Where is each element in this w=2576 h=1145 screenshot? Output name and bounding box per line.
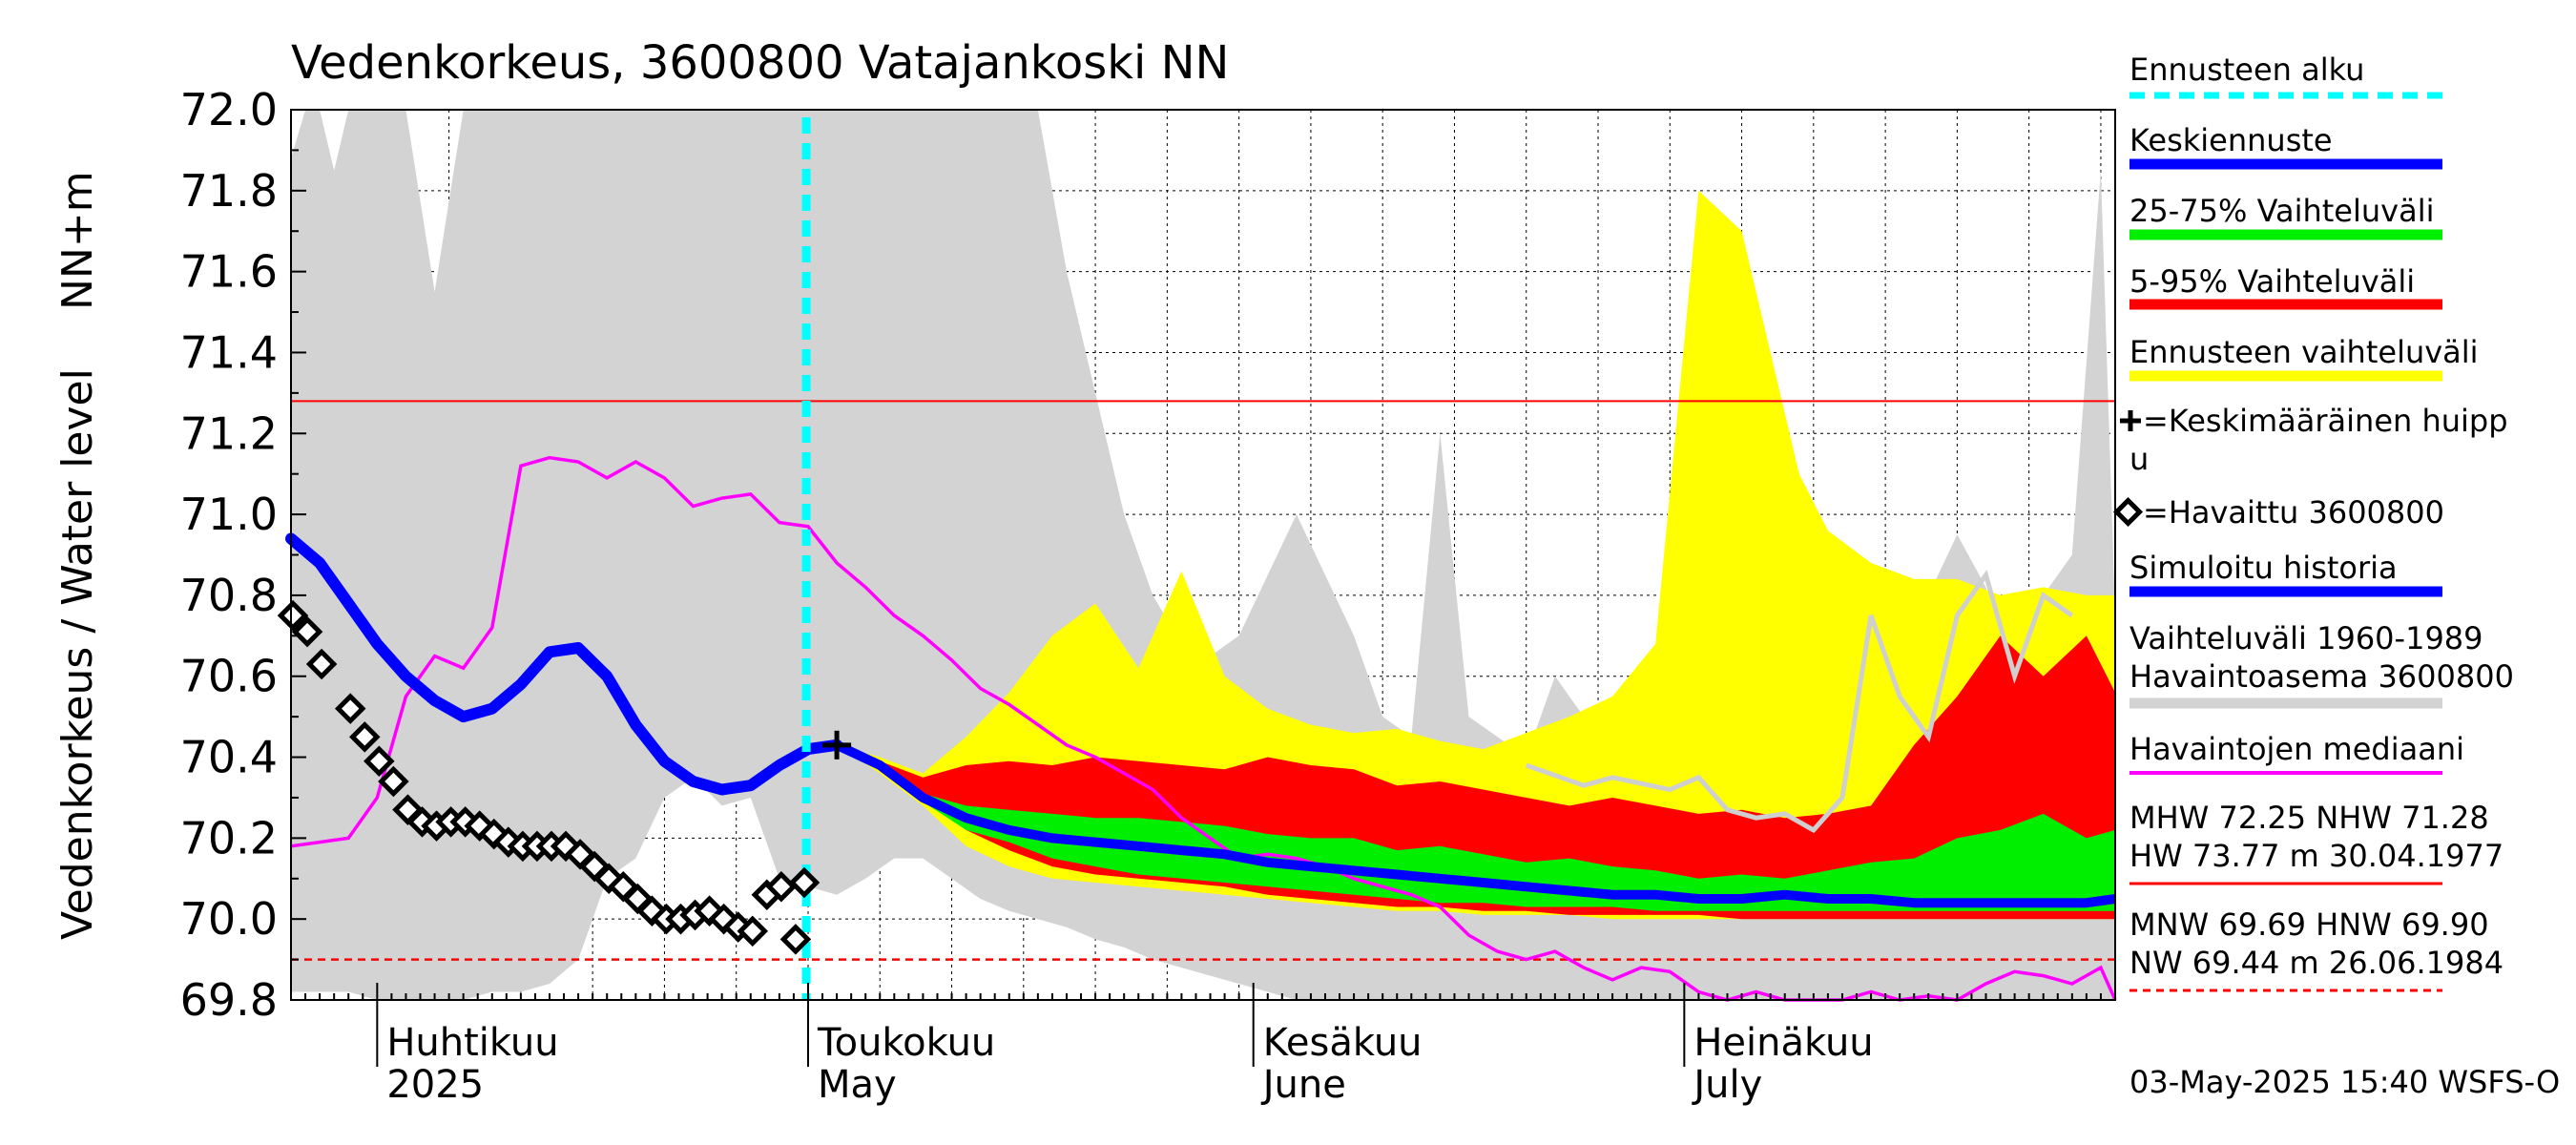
simulated-history-line [285, 532, 843, 796]
y-axis-unit: NN+m [53, 171, 102, 310]
legend-forecast-start: Ennusteen alku [2129, 52, 2364, 88]
legend-stats-mnw: MNW 69.69 HNW 69.90 [2129, 906, 2489, 943]
y-tick-label: 70.4 [180, 732, 278, 783]
y-tick-label: 70.2 [180, 812, 278, 864]
y-tick-label: 71.4 [180, 326, 278, 378]
observed-point [305, 648, 338, 680]
legend: Ennusteen alku Keskiennuste 25-75% Vaiht… [2112, 52, 2514, 992]
legend-stats-hw: HW 73.77 m 30.04.1977 [2129, 838, 2503, 874]
y-axis-label: Vedenkorkeus / Water level [53, 368, 102, 940]
observed-point [378, 765, 409, 798]
month-label-en: June [1260, 1063, 1346, 1107]
observed-point [277, 599, 309, 632]
legend-hist-station: Havaintoasema 3600800 [2129, 658, 2514, 695]
observed-point [788, 866, 821, 899]
y-tick-label: 70.8 [180, 570, 278, 621]
month-label-fi: Kesäkuu [1263, 1021, 1423, 1065]
y-tick-label: 71.0 [180, 489, 278, 540]
legend-simulated: Simuloitu historia [2129, 550, 2398, 586]
y-tick-label: 69.8 [180, 974, 278, 1026]
observed-point [349, 721, 381, 753]
y-tick-label: 71.2 [180, 407, 278, 459]
month-label-fi: Toukokuu [817, 1021, 995, 1065]
y-tick-label: 71.6 [180, 246, 278, 298]
observed-point [291, 615, 323, 648]
legend-observed: =Havaittu 3600800 [2143, 494, 2444, 531]
legend-band-25-75: 25-75% Vaihteluväli [2129, 193, 2434, 229]
legend-forecast-band: Ennusteen vaihteluväli [2129, 334, 2479, 370]
axes-layer [290, 109, 2116, 1067]
y-tick-label: 70.0 [180, 893, 278, 945]
observed-point [765, 870, 798, 903]
legend-median: Havaintojen mediaani [2129, 731, 2464, 767]
series-lines-layer [277, 117, 2117, 1002]
y-tick-label: 71.8 [180, 165, 278, 217]
legend-hist-range: Vaihteluväli 1960-1989 [2129, 620, 2483, 656]
observed-point [334, 693, 366, 724]
legend-observed-marker [2112, 496, 2144, 528]
observed-point [364, 745, 395, 778]
legend-mean-peak: =Keskimääräinen huipp [2143, 403, 2508, 439]
mean-forecast-line [834, 740, 2116, 908]
legend-mean-peak-marker [2120, 410, 2141, 431]
forecast-range-band [837, 190, 2115, 920]
month-label-fi: Huhtikuu [386, 1021, 558, 1065]
legend-mean-peak-cont: u [2129, 441, 2149, 477]
observed-point [779, 924, 812, 955]
y-tick-labels: 69.8 70.0 70.2 70.4 70.6 70.8 71.0 71.2 71.4 71.6… [180, 84, 278, 1026]
legend-stats-nw: NW 69.44 m 26.06.1984 [2129, 945, 2503, 981]
legend-band-5-95: 5-95% Vaihteluväli [2129, 263, 2415, 300]
legend-mean-forecast: Keskiennuste [2129, 122, 2333, 158]
month-label-en: May [818, 1063, 897, 1107]
legend-stats-mhw: MHW 72.25 NHW 71.28 [2129, 800, 2489, 836]
month-label-fi: Heinäkuu [1693, 1021, 1873, 1065]
month-label-en: July [1691, 1063, 1762, 1107]
historical-station-line [1525, 570, 2074, 834]
footer-timestamp: 03-May-2025 15:40 WSFS-O [2129, 1064, 2560, 1100]
band-25-75 [837, 744, 2115, 911]
y-tick-label: 70.6 [180, 651, 278, 702]
observed-point [737, 915, 769, 947]
y-tick-label: 72.0 [180, 84, 278, 135]
chart-title: Vedenkorkeus, 3600800 Vatajankoski NN [291, 36, 1229, 90]
month-label-en: 2025 [386, 1063, 484, 1107]
